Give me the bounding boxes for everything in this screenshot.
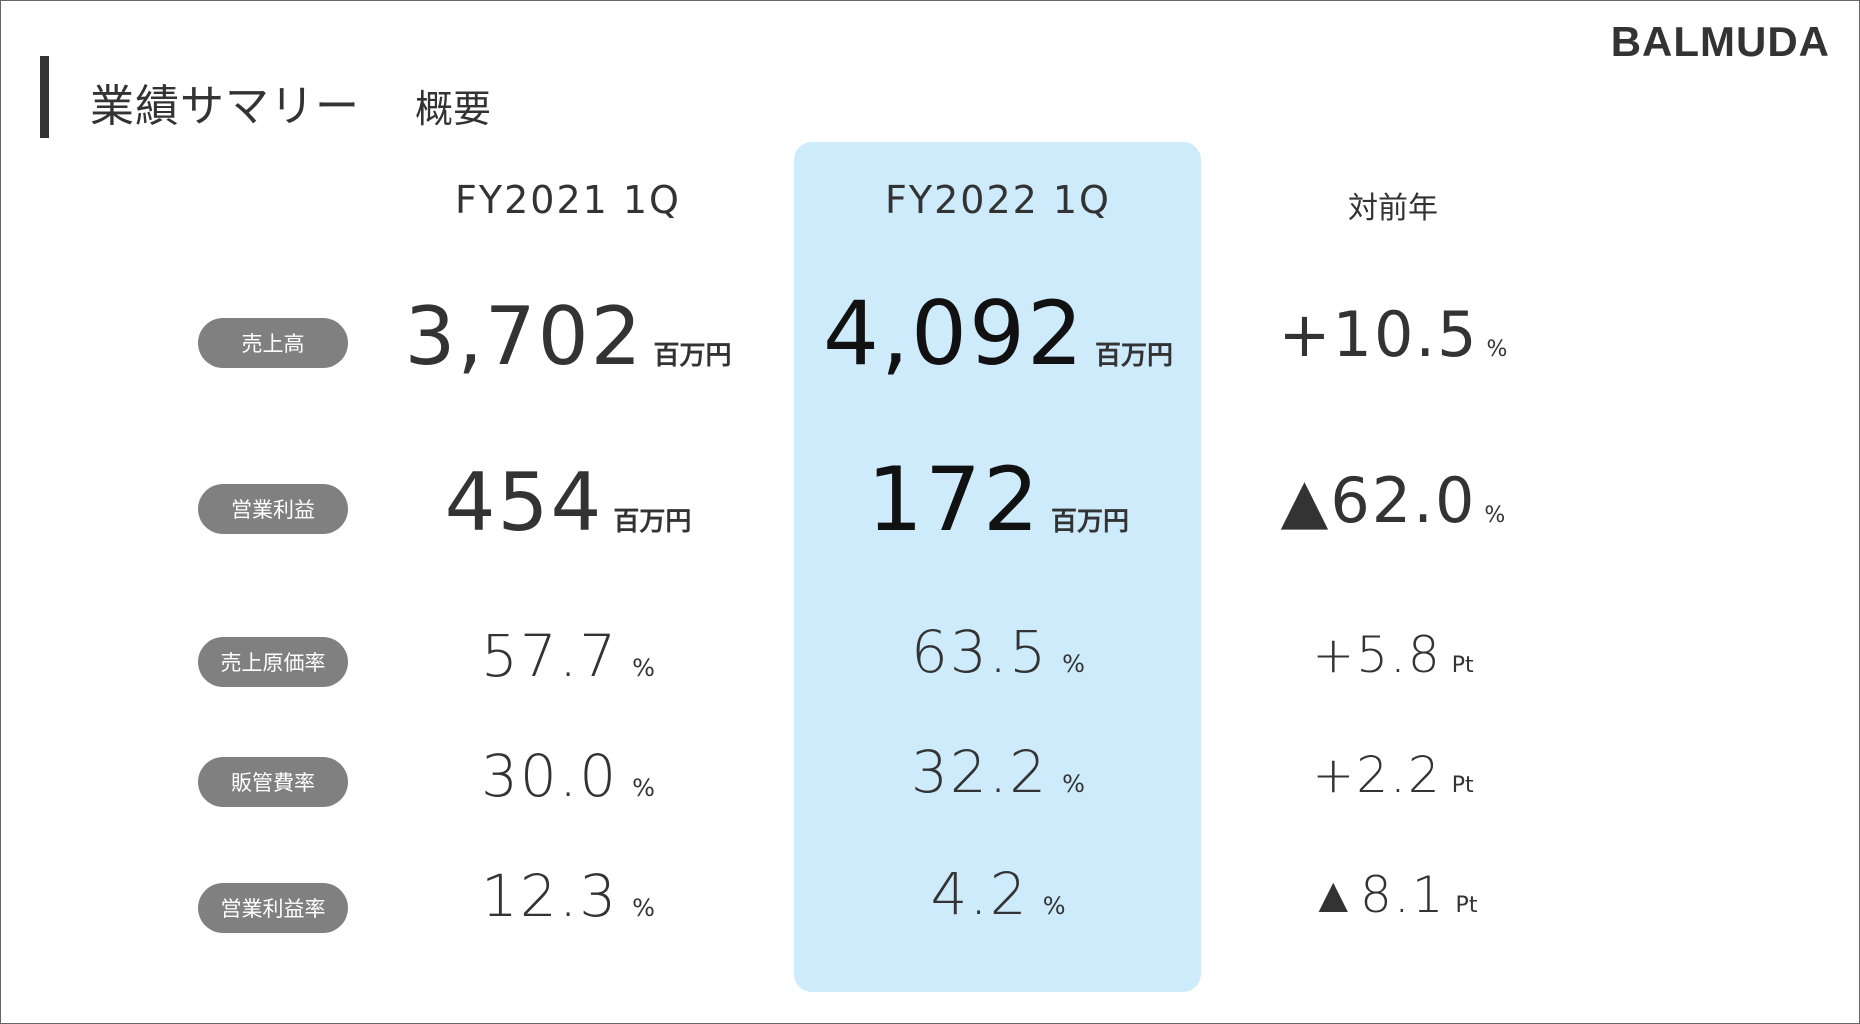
- unit: %: [1484, 503, 1506, 528]
- column-header-yoy: 対前年: [1348, 191, 1438, 226]
- value: 172: [867, 448, 1041, 551]
- cell-sales-yoy: +10.5%: [1183, 298, 1603, 408]
- value: 57.7: [481, 622, 619, 690]
- value: 63.5: [911, 618, 1049, 686]
- row-label-operating-profit: 営業利益: [198, 484, 348, 534]
- unit: %: [632, 654, 655, 682]
- column-header-prev: FY2021 1Q: [455, 178, 681, 222]
- value: +10.5: [1278, 298, 1479, 371]
- brand-logo: BALMUDA: [1610, 18, 1830, 65]
- cell-sga-ratio-yoy: +2.2 Pt: [1183, 746, 1603, 856]
- value: 32.2: [911, 738, 1049, 806]
- value: 12.3: [481, 862, 619, 930]
- value: 30.0: [481, 742, 619, 810]
- unit: Pt: [1451, 653, 1474, 678]
- unit: 百万円: [653, 341, 732, 371]
- title-accent-bar: [40, 56, 49, 138]
- unit: %: [632, 894, 655, 922]
- value: 454: [444, 456, 604, 549]
- row-label-op-margin: 営業利益率: [198, 883, 348, 933]
- cell-op-margin-curr: 4.2%: [788, 860, 1208, 970]
- value: ▲62.0: [1280, 464, 1477, 537]
- unit: %: [632, 774, 655, 802]
- cell-cost-ratio-curr: 63.5%: [788, 618, 1208, 728]
- unit: Pt: [1451, 773, 1474, 798]
- cell-sales-prev: 3,702 百万円: [358, 290, 778, 400]
- current-period-highlight: [794, 142, 1201, 992]
- cell-sga-ratio-prev: 30.0%: [358, 742, 778, 852]
- cell-sga-ratio-curr: 32.2%: [788, 738, 1208, 848]
- unit: %: [1486, 337, 1508, 362]
- unit: %: [1062, 770, 1085, 798]
- cell-sales-curr: 4,092 百万円: [788, 282, 1208, 392]
- unit: %: [1062, 650, 1085, 678]
- column-header-curr: FY2022 1Q: [885, 178, 1111, 222]
- value: 4.2: [930, 860, 1029, 928]
- row-label-sga-ratio: 販管費率: [198, 757, 348, 807]
- cell-op-profit-curr: 172 百万円: [788, 448, 1208, 558]
- cell-op-margin-prev: 12.3%: [358, 862, 778, 972]
- value: +2.2: [1312, 746, 1442, 804]
- page-subtitle: 概要: [415, 87, 492, 131]
- row-label-cost-ratio: 売上原価率: [198, 637, 348, 687]
- unit: 百万円: [1094, 341, 1173, 371]
- cell-op-profit-yoy: ▲62.0%: [1183, 464, 1603, 574]
- row-label-sales: 売上高: [198, 318, 348, 368]
- value: 3,702: [404, 290, 644, 383]
- unit: 百万円: [613, 507, 692, 537]
- cell-op-profit-prev: 454 百万円: [358, 456, 778, 566]
- unit: %: [1042, 892, 1066, 920]
- value: ▲8.1: [1308, 866, 1446, 924]
- cell-cost-ratio-yoy: +5.8 Pt: [1183, 626, 1603, 736]
- unit: Pt: [1455, 893, 1478, 918]
- value: 4,092: [823, 282, 1085, 385]
- page-title: 業績サマリー: [90, 81, 360, 132]
- value: +5.8: [1312, 626, 1442, 684]
- cell-op-margin-yoy: ▲8.1 Pt: [1183, 866, 1603, 976]
- cell-cost-ratio-prev: 57.7%: [358, 622, 778, 732]
- unit: 百万円: [1050, 507, 1129, 537]
